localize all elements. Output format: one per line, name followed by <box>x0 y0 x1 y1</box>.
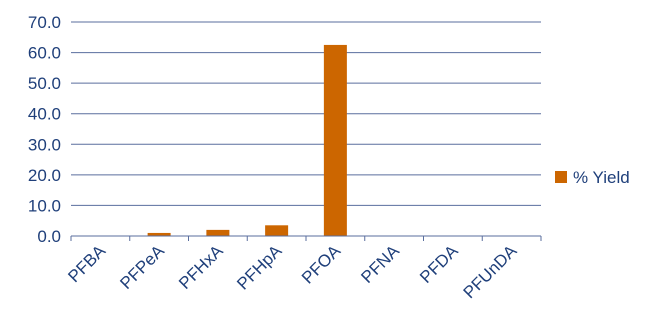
y-tick-label: 60.0 <box>28 44 61 63</box>
y-tick-label: 20.0 <box>28 166 61 185</box>
y-tick-label: 0.0 <box>37 227 61 246</box>
x-tick-label: PFNA <box>357 241 403 287</box>
bar-pfhpa <box>265 225 289 236</box>
x-tick-label: PFHxA <box>175 241 227 293</box>
x-axis <box>70 235 542 241</box>
y-tick-label: 30.0 <box>28 135 61 154</box>
y-tick-label: 10.0 <box>28 196 61 215</box>
x-tick-label: PFBA <box>64 241 109 286</box>
y-tick-label: 70.0 <box>28 13 61 32</box>
x-tick-label: PFUnDA <box>460 241 521 302</box>
x-tick-label: PFOA <box>298 241 345 288</box>
y-axis-ticks: 0.0 10.0 20.0 30.0 40.0 50.0 60.0 70.0 <box>28 13 61 246</box>
bar-pfhxa <box>206 229 230 236</box>
bar-pfoa <box>323 44 347 236</box>
x-tick-label: PFDA <box>416 241 462 287</box>
y-tick-label: 40.0 <box>28 105 61 124</box>
legend-label: % Yield <box>573 168 630 187</box>
bar-pfpea <box>147 232 171 236</box>
y-tick-label: 50.0 <box>28 74 61 93</box>
bars <box>147 44 347 236</box>
legend: % Yield <box>555 168 630 187</box>
x-tick-label: PFPeA <box>116 241 168 293</box>
gridlines <box>71 21 541 206</box>
x-tick-label: PFHpA <box>233 241 286 294</box>
legend-swatch <box>555 171 567 183</box>
